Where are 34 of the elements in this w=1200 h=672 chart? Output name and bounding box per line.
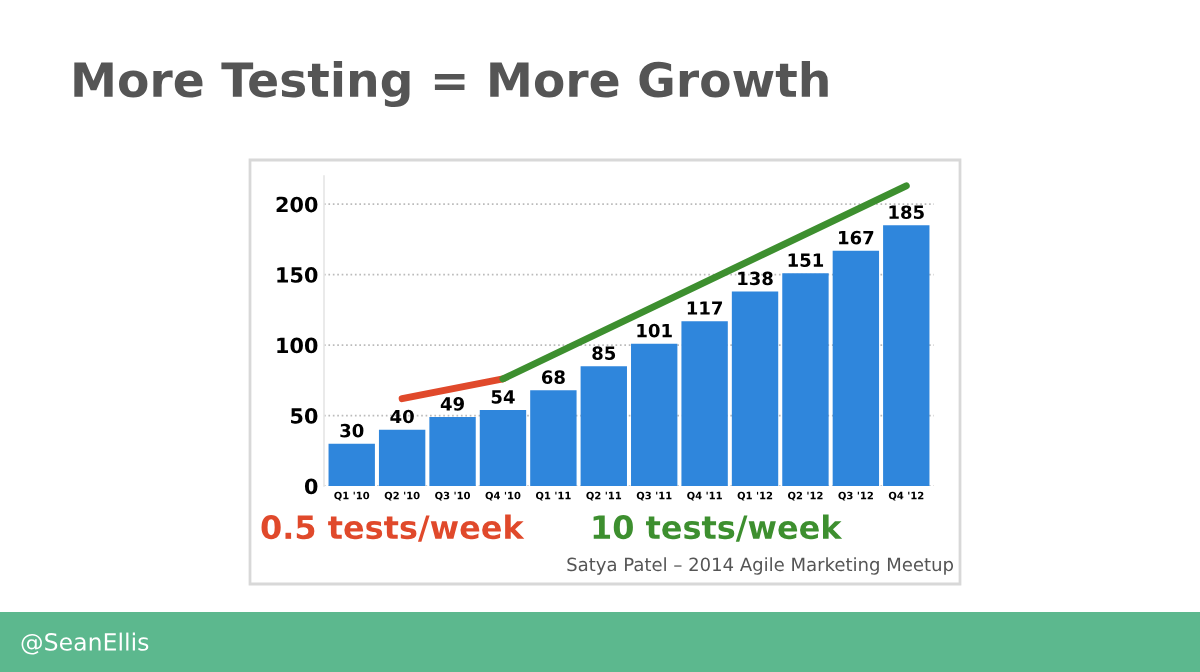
chart-title: More Testing = More Growth: [74, 60, 828, 108]
data-label: 40: [390, 409, 414, 424]
y-tick-label: 0: [304, 478, 318, 495]
bar: [681, 321, 728, 486]
data-label: 167: [839, 230, 874, 245]
text: @SeanEllis: [21, 632, 149, 655]
bar: [782, 273, 829, 486]
bar: [580, 366, 627, 486]
bar: [328, 443, 375, 486]
data-label: 101: [637, 323, 672, 338]
bar: [883, 225, 930, 486]
y-tick-label: 100: [277, 337, 318, 354]
text: 0.5 tests/week: [261, 514, 525, 542]
data-label: 117: [687, 301, 723, 315]
bar: [731, 291, 779, 486]
y-tick-label: 50: [291, 408, 318, 424]
text: Satya Patel – 2014 Agile Marketing Meetup: [567, 557, 954, 575]
bar: [479, 409, 527, 486]
data-label: 138: [738, 271, 773, 286]
data-label: 49: [440, 397, 464, 411]
y-tick-label: 200: [276, 196, 318, 213]
text: 10 tests/week: [593, 514, 843, 542]
data-label: 85: [592, 346, 616, 360]
bar: [429, 416, 476, 486]
bar: [631, 343, 678, 486]
bar: [530, 390, 577, 486]
data-label: 68: [541, 370, 565, 384]
y-tick-label: 150: [277, 267, 318, 283]
data-label: 30: [340, 423, 364, 438]
bar: [378, 429, 426, 486]
data-label: 185: [889, 205, 924, 220]
data-label: 151: [788, 253, 824, 267]
data-label: 54: [491, 390, 515, 404]
bar: [832, 250, 880, 486]
